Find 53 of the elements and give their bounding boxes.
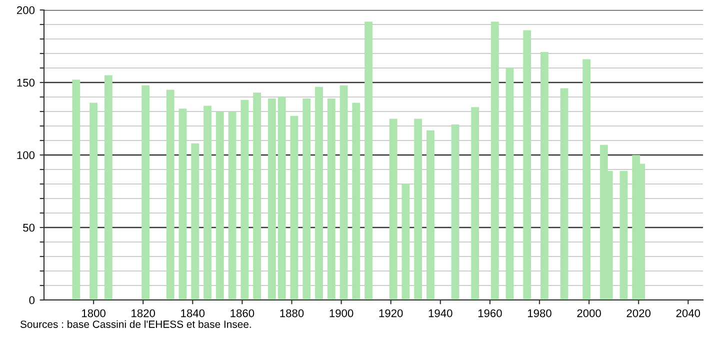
bar [340, 85, 348, 300]
x-tick-label: 1800 [82, 309, 106, 318]
bar [240, 100, 249, 300]
x-tick-label: 2020 [626, 309, 651, 318]
x-tick-label: 2000 [577, 309, 601, 318]
y-tick-label: 200 [16, 6, 35, 14]
bar [402, 184, 410, 300]
bar [253, 92, 262, 300]
bar [315, 86, 323, 300]
bar [228, 112, 236, 300]
bar [426, 130, 434, 300]
x-tick-label: 1820 [132, 309, 156, 318]
y-tick-label: 0 [29, 296, 35, 304]
bar [506, 68, 514, 300]
bar [191, 143, 200, 300]
bar [352, 102, 360, 300]
x-tick-label: 1960 [478, 309, 502, 318]
x-tick-label: 1860 [230, 309, 254, 318]
source-note: Sources : base Cassini de l'EHESS et base Insee. [20, 320, 251, 328]
bar [560, 88, 568, 300]
x-tick-label: 1980 [528, 309, 552, 318]
bar [204, 106, 212, 300]
bar [414, 118, 422, 300]
bar [364, 22, 373, 300]
bar [216, 112, 224, 300]
bar [451, 124, 460, 300]
x-tick-label: 1920 [379, 309, 403, 318]
x-tick-label: 1880 [280, 309, 304, 318]
x-tick-label: 1900 [330, 309, 354, 318]
bar [620, 170, 628, 300]
bar [104, 75, 112, 300]
x-tick-label: 1940 [428, 309, 452, 318]
x-tick-label: 2040 [676, 309, 700, 318]
x-tick-label: 1840 [181, 309, 205, 318]
bar [290, 116, 298, 300]
bar [178, 108, 187, 300]
bar [166, 90, 174, 300]
y-tick-label: 100 [17, 151, 35, 160]
bar [490, 22, 499, 300]
bar [302, 98, 311, 300]
bar [389, 118, 398, 300]
bar [582, 59, 591, 300]
y-tick-label: 50 [23, 224, 35, 232]
bar [268, 98, 276, 300]
bar [142, 85, 150, 300]
bar [471, 107, 480, 300]
bar [540, 52, 548, 300]
y-tick-label: 150 [17, 78, 35, 87]
bar [90, 102, 98, 300]
bar [278, 97, 286, 300]
bar [327, 98, 336, 300]
bar [523, 30, 532, 300]
bar [72, 80, 80, 300]
